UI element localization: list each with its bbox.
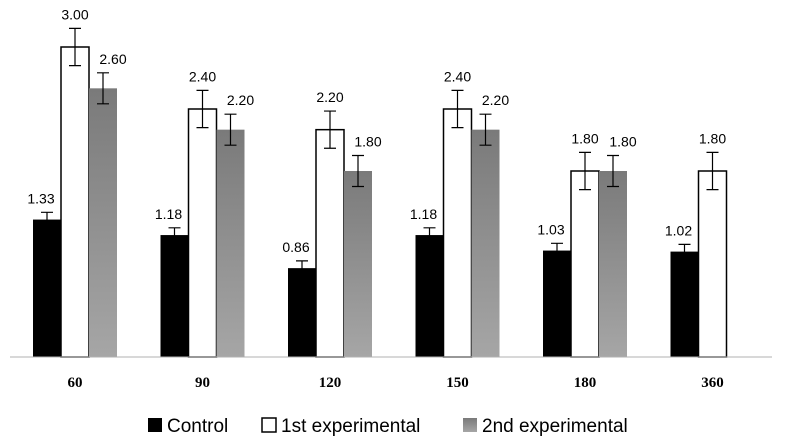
data-label: 2.20: [482, 92, 509, 108]
error-bar: [678, 243, 691, 260]
error-bar: [479, 113, 492, 146]
error-bar: [352, 154, 364, 188]
bar-first-experimental-180: [570, 170, 600, 358]
bar-first-experimental-120: [315, 128, 345, 358]
bar-control-60: [33, 219, 61, 357]
data-label: 2.20: [316, 89, 343, 105]
data-label: 1.80: [354, 134, 381, 150]
bar-control-150: [415, 235, 444, 357]
legend-swatch-second-experimental: [463, 418, 477, 432]
error-bar: [706, 151, 719, 191]
data-label: 1.80: [699, 130, 726, 146]
bar-second-experimental-60: [89, 88, 117, 357]
bar-first-experimental-90: [187, 108, 218, 358]
legend-label: Control: [167, 416, 228, 437]
legend: Control 1st experimental 2nd experimental: [148, 416, 628, 437]
error-bar: [296, 260, 308, 276]
bars-layer: 1.33 3.00 2.60 1.18 2.40 2.20 0.86 2.20 1.80 1.18…: [27, 6, 728, 358]
data-label: 1.80: [609, 134, 636, 150]
bar-second-experimental-180: [599, 171, 627, 357]
bar-control-90: [160, 235, 189, 357]
data-label: 1.02: [665, 222, 692, 238]
bar-second-experimental-150: [471, 129, 500, 357]
data-label: 0.86: [282, 239, 309, 255]
data-label: 1.33: [27, 190, 54, 206]
x-tick-label: 180: [574, 375, 597, 391]
bar-first-experimental-60: [60, 46, 90, 358]
bar-first-experimental-150: [442, 108, 473, 358]
data-label: 3.00: [61, 6, 88, 22]
legend-swatch-control: [148, 418, 162, 432]
bar-second-experimental-90: [216, 129, 245, 357]
bar-control-360: [670, 251, 699, 357]
error-bar: [451, 89, 464, 129]
error-bar: [224, 113, 237, 146]
data-label: 1.18: [410, 206, 437, 222]
data-label: 1.18: [155, 206, 182, 222]
x-tick-label: 360: [701, 375, 724, 391]
data-label: 2.40: [189, 68, 216, 84]
bar-first-experimental-360: [697, 170, 728, 358]
data-label: 2.20: [227, 92, 254, 108]
error-bar: [41, 211, 53, 228]
error-bar: [551, 242, 563, 259]
legend-label: 1st experimental: [281, 416, 420, 437]
legend-label: 2nd experimental: [482, 416, 628, 437]
x-tick-labels: 60 90 120 150 180 360: [68, 375, 724, 391]
error-bar: [69, 27, 81, 67]
x-tick-label: 90: [195, 375, 210, 391]
x-tick-label: 60: [68, 375, 83, 391]
error-bar: [579, 151, 591, 191]
bar-control-180: [543, 250, 571, 357]
x-tick-label: 150: [446, 375, 469, 391]
error-bar: [168, 227, 181, 243]
bar-control-120: [288, 268, 316, 357]
error-bar: [423, 227, 436, 243]
error-bar: [324, 110, 336, 149]
error-bar: [97, 72, 109, 105]
data-label: 2.60: [99, 51, 126, 67]
legend-swatch-first-experimental: [261, 417, 277, 433]
data-label: 1.03: [537, 221, 564, 237]
data-label: 2.40: [444, 68, 471, 84]
error-bar: [196, 89, 209, 129]
error-bar: [607, 154, 619, 188]
x-tick-label: 120: [319, 375, 342, 391]
data-label: 1.80: [571, 130, 598, 146]
bar-second-experimental-120: [344, 171, 372, 357]
